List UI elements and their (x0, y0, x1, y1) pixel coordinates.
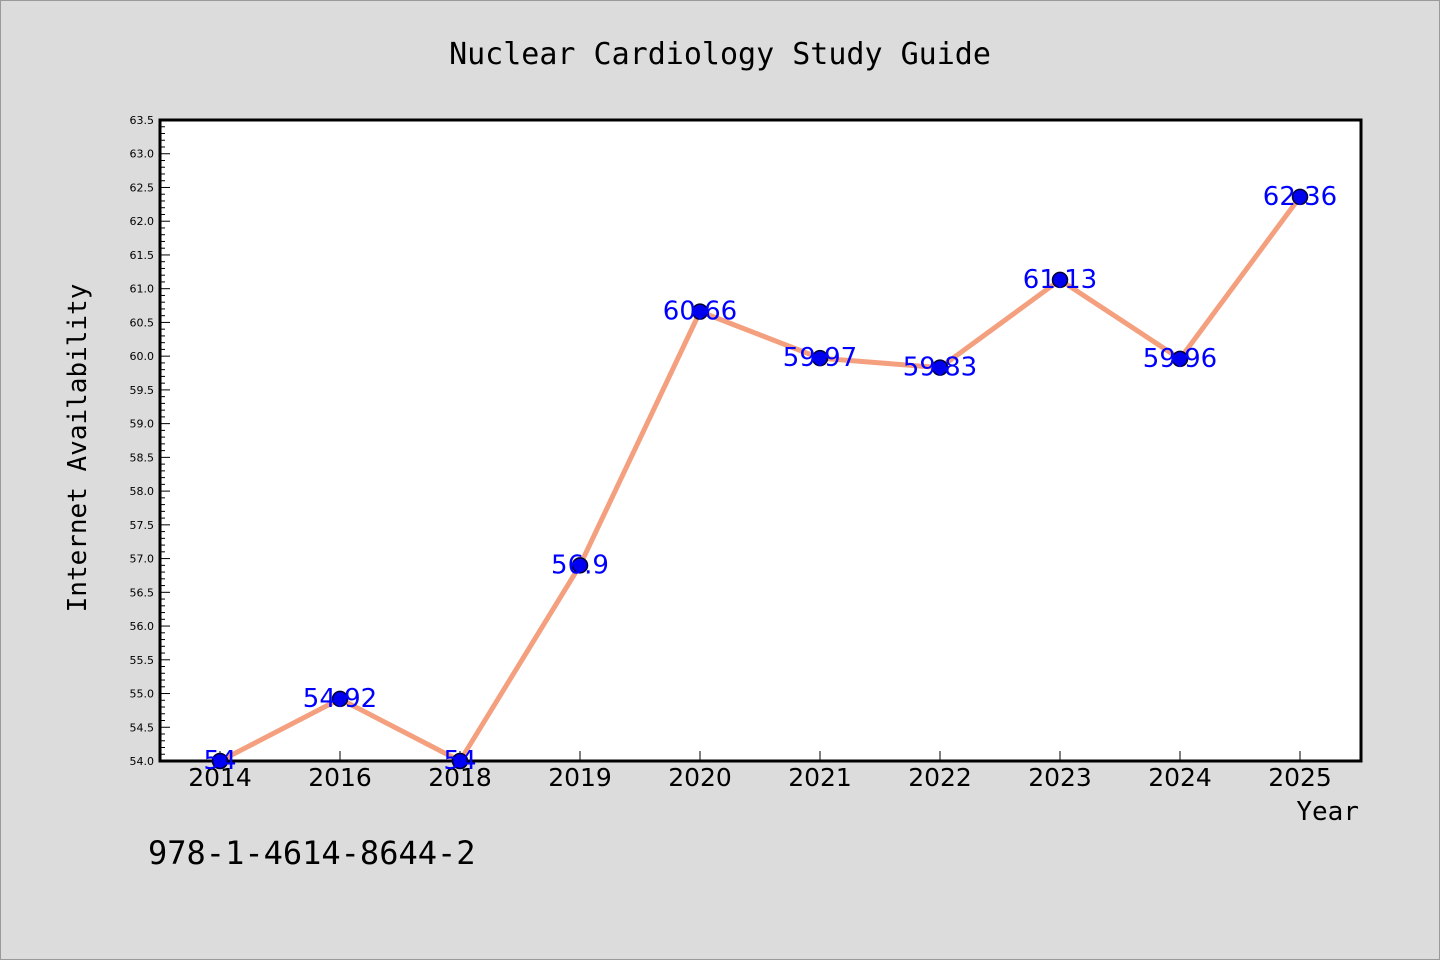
y-tick-label: 59.0 (130, 418, 155, 431)
y-axis-label: Internet Availability (63, 284, 93, 613)
y-tick-label: 62.5 (130, 181, 155, 194)
x-axis-label: Year (1296, 797, 1359, 827)
y-tick-label: 60.0 (130, 350, 155, 363)
x-tick-label: 2022 (908, 763, 972, 792)
y-tick-label: 57.5 (130, 519, 155, 532)
data-point (571, 557, 589, 574)
y-tick-label: 59.5 (130, 384, 155, 397)
data-label: 54 (443, 746, 476, 776)
y-axis: 54.0 54.5 55.0 55.5 56.0 56.5 57.0 57.5 58.0 58.5… (130, 114, 170, 768)
y-tick-label: 58.5 (130, 451, 155, 464)
y-tick-label: 56.5 (130, 586, 155, 599)
data-label: 54 (203, 746, 236, 776)
y-tick-label: 57.0 (130, 553, 155, 566)
y-tick-label: 63.5 (130, 114, 155, 127)
x-tick-label: 2016 (308, 763, 372, 792)
y-tick-label: 62.0 (130, 215, 155, 228)
y-tick-label: 58.0 (130, 485, 155, 498)
data-label: 59.96 (1143, 344, 1217, 374)
data-label: 61.13 (1023, 265, 1097, 295)
x-tick-label: 2019 (548, 763, 612, 792)
data-point (691, 303, 709, 320)
data-point (1051, 271, 1069, 289)
y-tick-label: 54.5 (130, 721, 155, 734)
data-point (331, 690, 349, 708)
y-tick-label: 55.5 (130, 654, 155, 667)
series-markers (211, 188, 1309, 770)
data-labels: 54 54.92 54 56.9 60.66 59.97 59.83 61.13 59.96 62… (203, 182, 1337, 776)
isbn-footnote: 978-1-4614-8644-2 (148, 834, 476, 872)
x-tick-label: 2023 (1028, 763, 1092, 792)
y-tick-label: 61.0 (130, 283, 155, 296)
plot-area (158, 118, 1363, 763)
x-tick-label: 2024 (1148, 763, 1212, 792)
series-line (217, 194, 1303, 764)
data-label: 62.36 (1263, 182, 1337, 212)
y-tick-label: 60.5 (130, 316, 155, 329)
x-axis: 2014 2016 2018 2019 2020 2021 2022 2023 2024 2025 (188, 751, 1332, 792)
data-label: 59.83 (903, 353, 977, 383)
y-tick-label: 55.0 (130, 688, 155, 701)
chart-title: Nuclear Cardiology Study Guide (449, 37, 991, 72)
data-point (931, 359, 949, 376)
y-tick-label: 61.5 (130, 249, 155, 262)
x-tick-label: 2020 (668, 763, 732, 792)
data-point (811, 349, 829, 367)
x-tick-label: 2021 (788, 763, 852, 792)
x-tick-label: 2025 (1268, 763, 1332, 792)
y-tick-label: 56.0 (130, 620, 155, 633)
data-point (451, 752, 469, 770)
data-label: 60.66 (663, 297, 737, 327)
data-label: 59.97 (783, 343, 857, 373)
y-tick-label: 63.0 (130, 148, 155, 161)
data-point (1171, 350, 1189, 368)
data-label: 56.9 (551, 550, 609, 580)
data-point (211, 752, 229, 770)
data-label: 54.92 (303, 684, 377, 714)
y-tick-label: 54.0 (130, 755, 155, 768)
data-point (1291, 188, 1309, 206)
